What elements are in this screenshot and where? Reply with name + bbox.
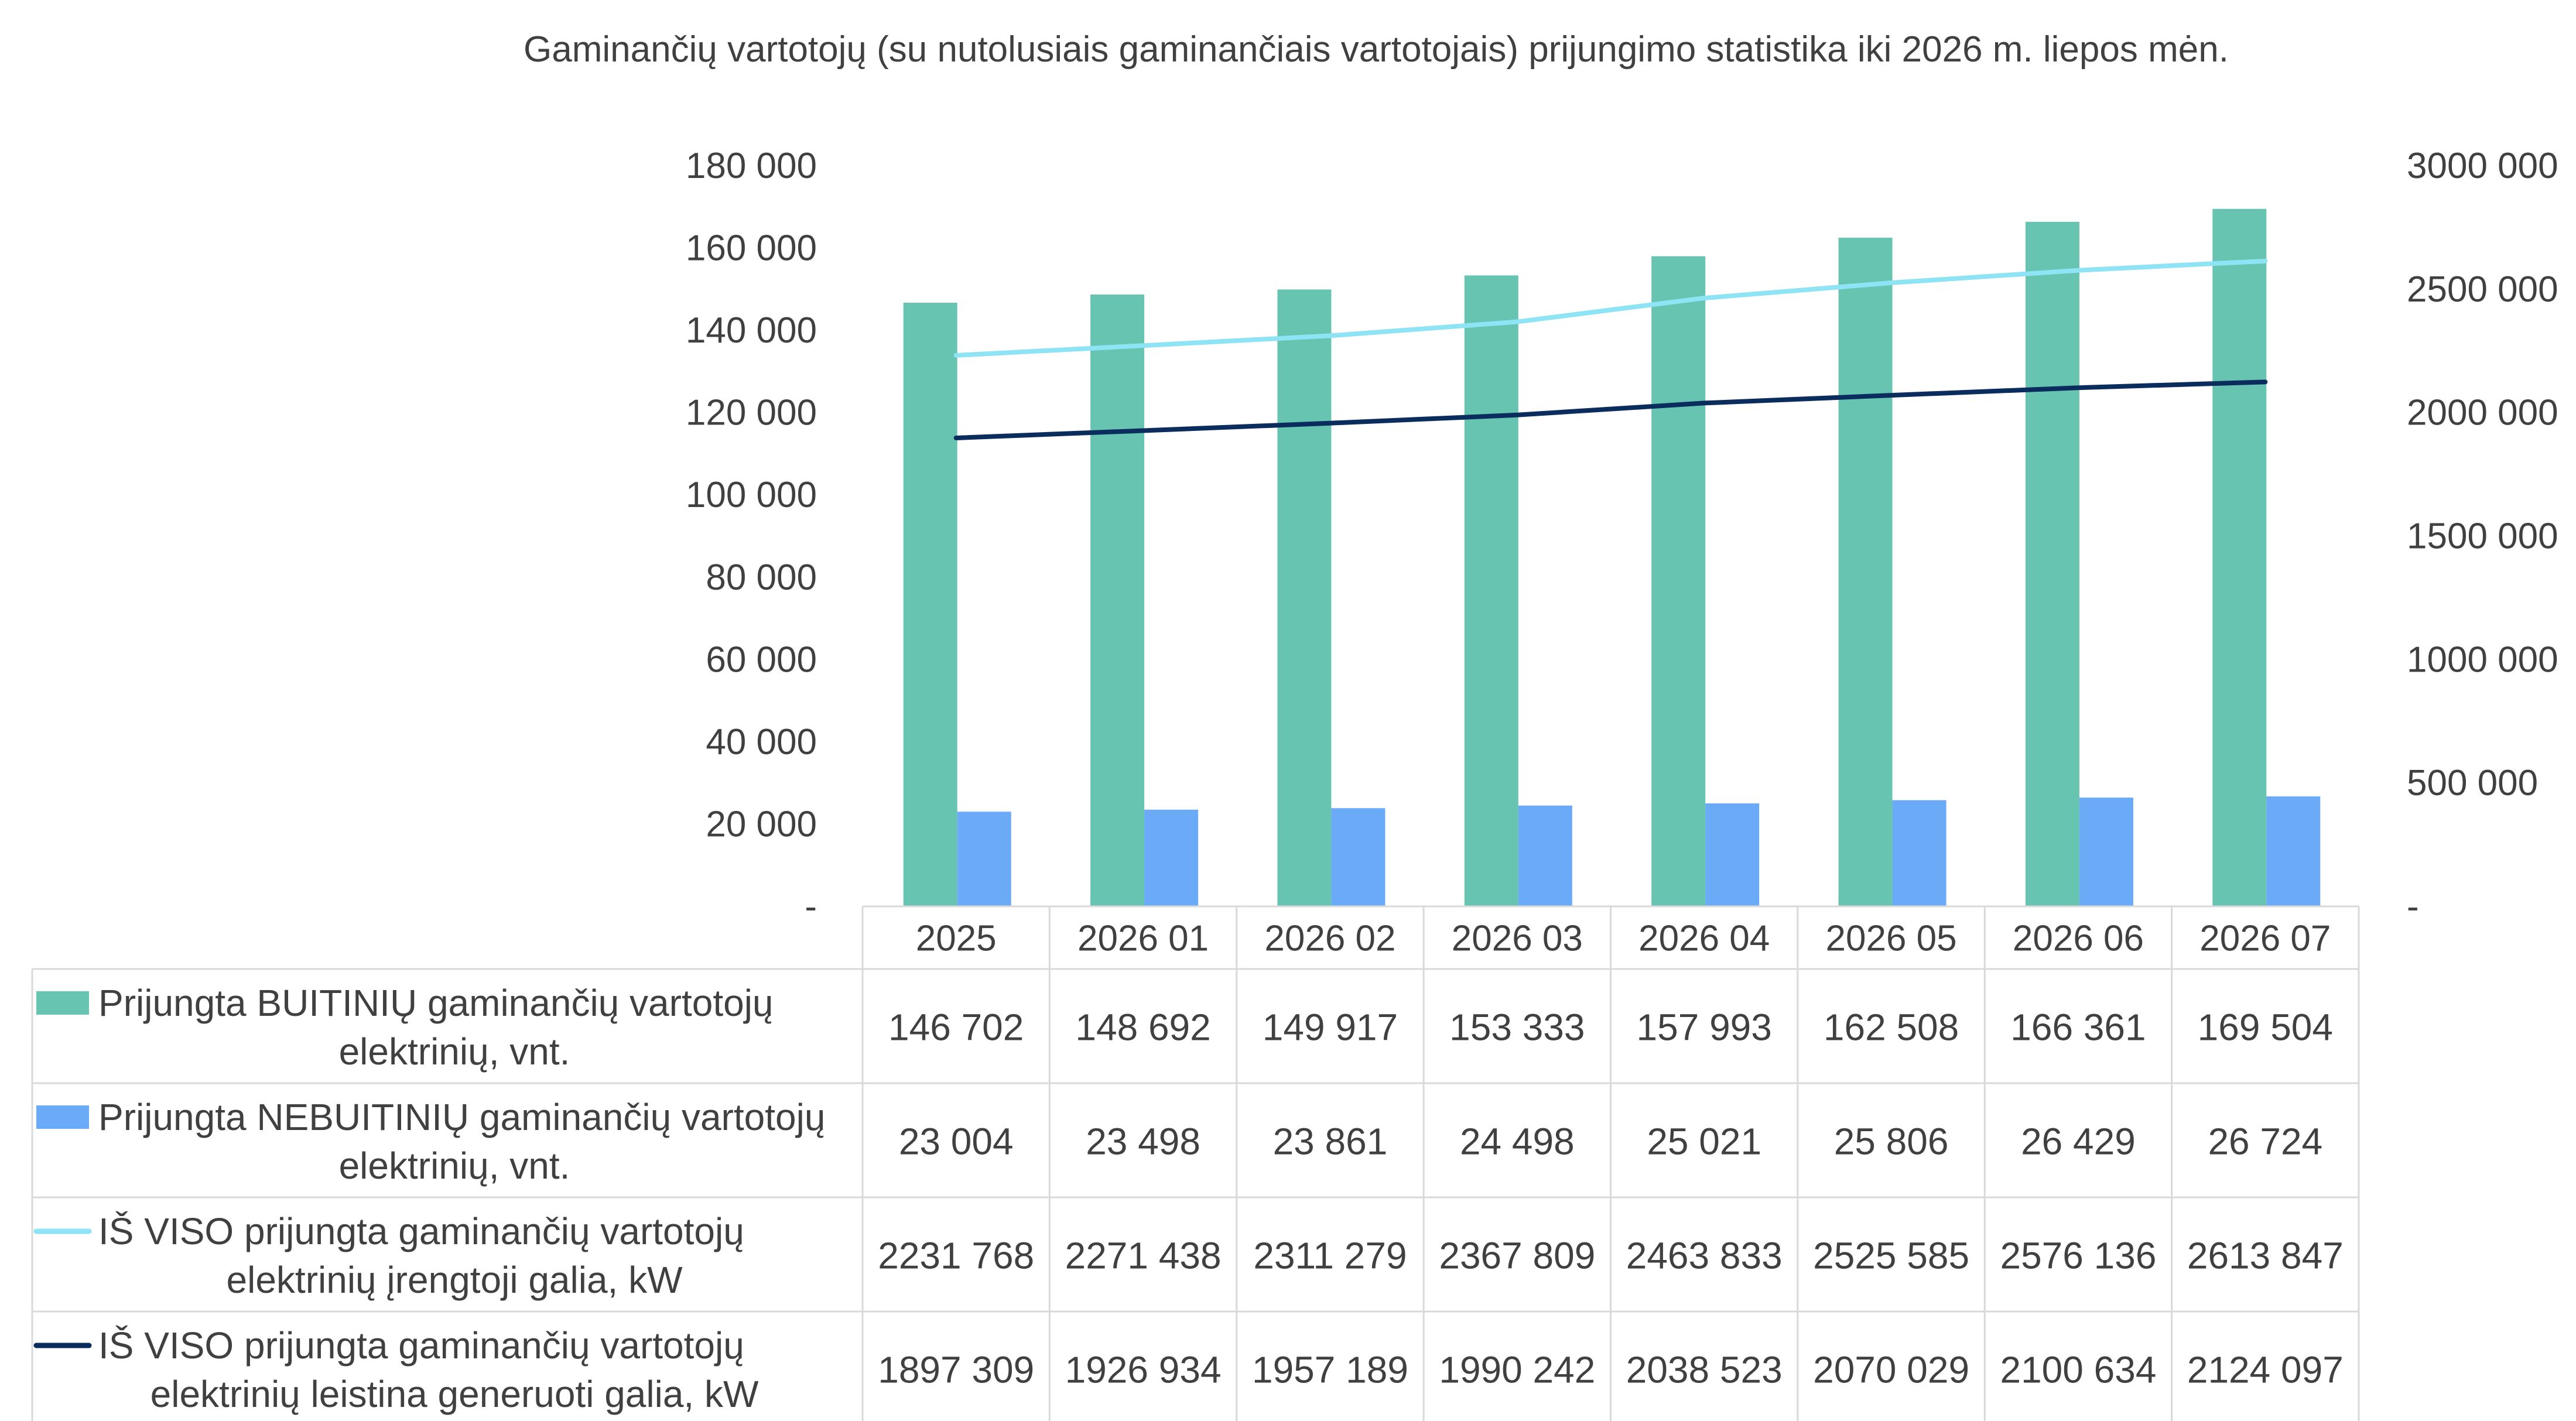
- table-cell-value: 2576 136: [2000, 1235, 2156, 1277]
- right-axis-tick-label: 2500 000: [2407, 269, 2558, 310]
- category-label: 2025: [916, 919, 997, 959]
- table-cell-value: 2070 029: [1813, 1349, 1969, 1391]
- table-cell-value: 26 429: [2021, 1121, 2136, 1163]
- right-axis-tick-label: 1000 000: [2407, 639, 2558, 680]
- table-cell-value: 148 692: [1075, 1006, 1210, 1049]
- table-cell-value: 2525 585: [1813, 1235, 1969, 1277]
- category-label: 2026 03: [1452, 919, 1583, 959]
- left-axis-tick-label: 40 000: [706, 722, 817, 762]
- table-cell-value: 157 993: [1637, 1006, 1772, 1049]
- table-cell-value: 2613 847: [2187, 1235, 2344, 1277]
- left-axis-tick-label: 20 000: [706, 804, 817, 844]
- bar-nebuitiniu: [2079, 797, 2133, 906]
- category-label: 2026 06: [2013, 919, 2144, 959]
- table-cell-value: 2038 523: [1626, 1349, 1783, 1391]
- table-cell-value: 1990 242: [1439, 1349, 1595, 1391]
- table-cell-value: 26 724: [2208, 1121, 2322, 1163]
- table-cell-value: 25 021: [1647, 1121, 1761, 1163]
- legend-swatch: [36, 991, 89, 1015]
- table-cell-value: 2463 833: [1626, 1235, 1783, 1277]
- left-axis-tick-label: 180 000: [686, 146, 817, 186]
- bar-buitiniu: [1090, 295, 1145, 907]
- bar-buitiniu: [903, 303, 957, 906]
- table-cell-value: 2231 768: [878, 1235, 1034, 1277]
- table-cell-value: 25 806: [1834, 1121, 1949, 1163]
- legend-label: elektrinių įrengtoji galia, kW: [227, 1259, 683, 1301]
- bar-buitiniu: [1651, 256, 1706, 907]
- table-cell-value: 23 861: [1273, 1121, 1388, 1163]
- data-table: 2025 2026 01 2026 02 2026 03 2026 04 2026 05 2…: [31, 905, 2360, 1421]
- right-axis-tick-label: 500 000: [2407, 763, 2538, 803]
- bar-nebuitiniu: [1331, 808, 1386, 906]
- bar-buitiniu: [1277, 289, 1332, 906]
- table-cell-value: 1897 309: [878, 1349, 1034, 1391]
- bar-nebuitiniu: [1705, 803, 1760, 906]
- category-label: 2026 02: [1264, 919, 1395, 959]
- table-cell-value: 149 917: [1263, 1006, 1398, 1049]
- line-series-group: [953, 258, 2268, 440]
- bar-buitiniu: [1838, 237, 1893, 906]
- table-cell-value: 169 504: [2198, 1006, 2333, 1049]
- bar-nebuitiniu: [2266, 796, 2321, 906]
- table-cell-value: 166 361: [2010, 1006, 2146, 1049]
- table-cell-value: 2124 097: [2187, 1349, 2344, 1391]
- legend-swatch: [36, 1105, 89, 1129]
- right-axis-tick-label: 2000 000: [2407, 393, 2558, 433]
- bar-buitiniu: [1464, 275, 1518, 906]
- table-cell-value: 2311 279: [1253, 1235, 1407, 1277]
- category-label: 2026 05: [1826, 919, 1957, 959]
- table-cell-value: 153 333: [1449, 1006, 1585, 1049]
- bar-buitiniu: [2025, 221, 2079, 907]
- legend-label: elektrinių, vnt.: [339, 1145, 570, 1187]
- legend-label: Prijungta BUITINIŲ gaminančių vartotojų: [98, 982, 774, 1024]
- bar-nebuitiniu: [1518, 805, 1572, 906]
- category-label: 2026 04: [1638, 919, 1770, 959]
- bar-buitiniu: [2212, 208, 2267, 906]
- left-axis-tick-label: -: [805, 886, 817, 927]
- chart-title: Gaminančių vartotojų (su nutolusiais gam…: [524, 29, 2229, 70]
- table-cell-value: 1957 189: [1252, 1349, 1408, 1391]
- category-label: 2026 01: [1077, 919, 1209, 959]
- table-cell-value: 162 508: [1824, 1006, 1959, 1049]
- left-axis-tick-label: 60 000: [706, 639, 817, 680]
- table-cell-value: 24 498: [1460, 1121, 1575, 1163]
- bar-nebuitiniu: [957, 811, 1011, 906]
- table-cell-value: 2271 438: [1065, 1235, 1222, 1277]
- left-axis-tick-label: 100 000: [686, 475, 817, 515]
- left-axis: - 20 000 40 000 60 000 80 000 100 000 120 000 1…: [686, 146, 817, 927]
- right-axis-tick-label: -: [2407, 886, 2419, 927]
- legend-label: Prijungta NEBUITINIŲ gaminančių vartotoj…: [98, 1096, 825, 1138]
- left-axis-tick-label: 80 000: [706, 557, 817, 598]
- table-cell-value: 2100 634: [2000, 1349, 2156, 1391]
- bar-nebuitiniu: [1892, 800, 1946, 906]
- bar-series-group: [903, 208, 2321, 907]
- table-cell-value: 23 498: [1086, 1121, 1200, 1163]
- left-axis-tick-label: 120 000: [686, 393, 817, 433]
- table-cell-value: 146 702: [888, 1006, 1024, 1049]
- legend-label: IŠ VISO prijungta gaminančių vartotojų: [98, 1210, 744, 1252]
- category-label: 2026 07: [2199, 919, 2331, 959]
- legend-label: elektrinių leistina generuoti galia, kW: [150, 1373, 759, 1415]
- right-axis-tick-label: 3000 000: [2407, 146, 2558, 186]
- right-axis-tick-label: 1500 000: [2407, 516, 2558, 557]
- right-axis: - 500 000 1000 000 1500 000 2000 000 2500 000…: [2407, 146, 2558, 927]
- line-irengtoji-galia: [953, 258, 2268, 358]
- table-cell-value: 2367 809: [1439, 1235, 1595, 1277]
- legend-label: elektrinių, vnt.: [339, 1030, 570, 1073]
- bar-nebuitiniu: [1144, 809, 1199, 906]
- table-cell-value: 1926 934: [1065, 1349, 1222, 1391]
- left-axis-tick-label: 160 000: [686, 228, 817, 269]
- legend-label: IŠ VISO prijungta gaminančių vartotojų: [98, 1324, 744, 1367]
- left-axis-tick-label: 140 000: [686, 310, 817, 351]
- line-leistina-galia: [953, 379, 2268, 440]
- table-cell-value: 23 004: [899, 1121, 1014, 1163]
